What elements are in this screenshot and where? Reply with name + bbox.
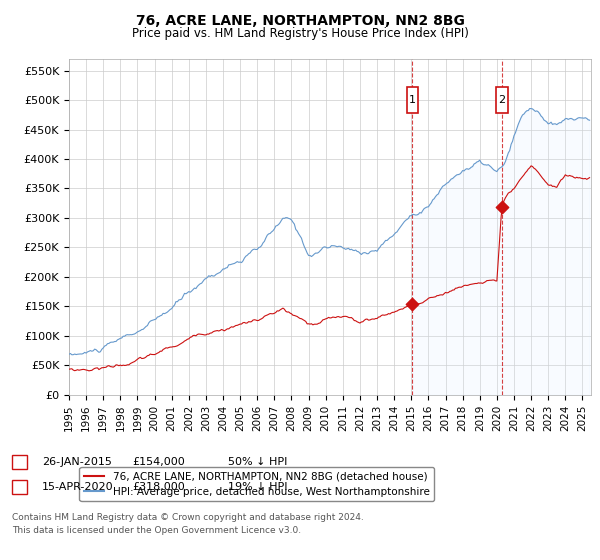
Text: 15-APR-2020: 15-APR-2020 bbox=[42, 482, 113, 492]
Bar bbox=[407, 87, 418, 113]
Text: Contains HM Land Registry data © Crown copyright and database right 2024.
This d: Contains HM Land Registry data © Crown c… bbox=[12, 514, 364, 535]
Point bbox=[497, 203, 506, 212]
Text: 1: 1 bbox=[409, 95, 416, 105]
Text: £154,000: £154,000 bbox=[132, 457, 185, 467]
Text: 50% ↓ HPI: 50% ↓ HPI bbox=[228, 457, 287, 467]
Text: £318,000: £318,000 bbox=[132, 482, 185, 492]
Text: 76, ACRE LANE, NORTHAMPTON, NN2 8BG: 76, ACRE LANE, NORTHAMPTON, NN2 8BG bbox=[136, 14, 464, 28]
Text: 19% ↓ HPI: 19% ↓ HPI bbox=[228, 482, 287, 492]
Text: 1: 1 bbox=[16, 457, 23, 467]
Text: 2: 2 bbox=[16, 482, 23, 492]
Point bbox=[407, 300, 417, 309]
Text: 26-JAN-2015: 26-JAN-2015 bbox=[42, 457, 112, 467]
Legend: 76, ACRE LANE, NORTHAMPTON, NN2 8BG (detached house), HPI: Average price, detach: 76, ACRE LANE, NORTHAMPTON, NN2 8BG (det… bbox=[79, 467, 434, 501]
Bar bbox=[496, 87, 508, 113]
Text: 2: 2 bbox=[498, 95, 505, 105]
Text: Price paid vs. HM Land Registry's House Price Index (HPI): Price paid vs. HM Land Registry's House … bbox=[131, 27, 469, 40]
